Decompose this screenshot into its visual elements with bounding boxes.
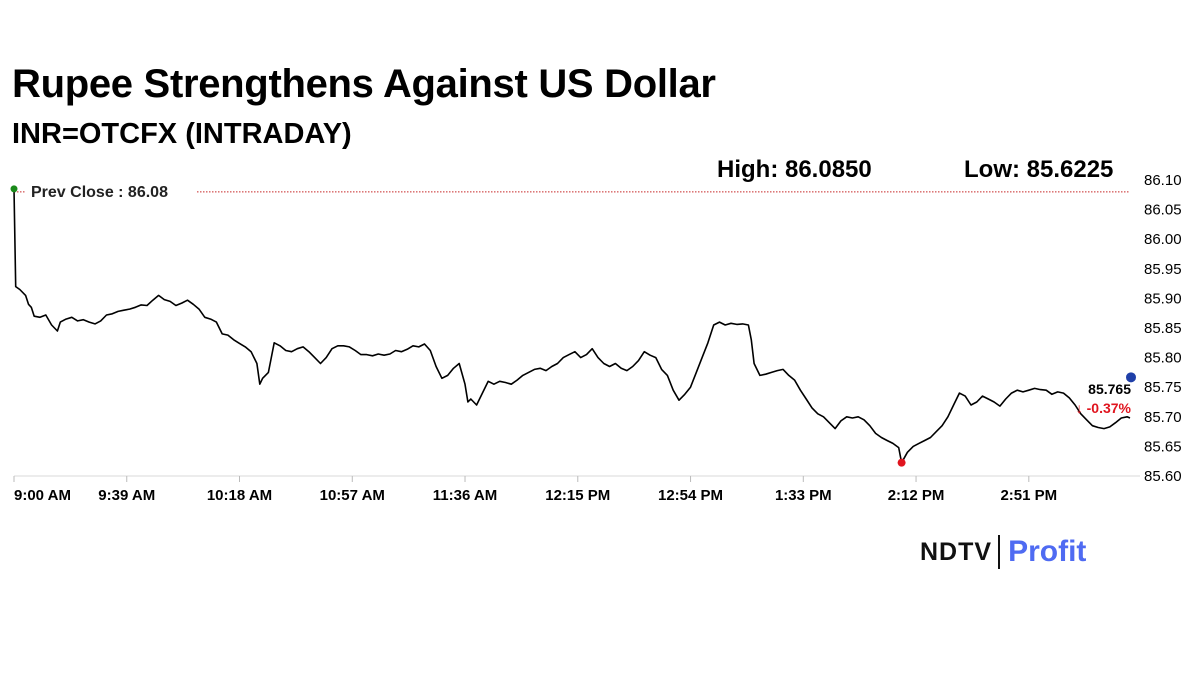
x-tick-label: 9:39 AM: [98, 487, 155, 504]
x-tick-label: 11:36 AM: [433, 487, 497, 504]
logo-divider: [998, 535, 1001, 569]
ndtv-profit-logo: NDTV Profit: [920, 532, 1086, 572]
chart-title: Rupee Strengthens Against US Dollar: [12, 62, 716, 106]
x-tick-label: 9:00 AM: [14, 487, 71, 504]
last-price-value: 85.765: [1088, 381, 1131, 397]
y-tick-label: 85.95: [1144, 261, 1182, 278]
chart-subtitle: INR=OTCFX (INTRADAY): [12, 118, 352, 150]
y-tick-label: 85.70: [1144, 409, 1182, 426]
prev-close-label: Prev Close : 86.08: [31, 184, 168, 201]
logo-product: Profit: [1008, 535, 1087, 568]
y-tick-label: 85.75: [1144, 379, 1182, 396]
last-price-change: ↓ -0.37%: [1076, 400, 1132, 416]
y-tick-label: 85.65: [1144, 438, 1182, 455]
open-marker: [10, 185, 18, 193]
y-tick-label: 86.00: [1144, 231, 1182, 248]
price-series-line: [13, 188, 1131, 464]
low-value: Low: 85.6225: [964, 156, 1114, 183]
x-tick-label: 2:12 PM: [888, 487, 945, 504]
x-tick-label: 2:51 PM: [1000, 487, 1057, 504]
x-tick-label: 12:54 PM: [658, 487, 723, 504]
high-value: High: 86.0850: [717, 156, 872, 183]
y-tick-label: 85.85: [1144, 320, 1182, 337]
y-tick-label: 85.80: [1144, 350, 1182, 367]
x-tick-label: 12:15 PM: [545, 487, 610, 504]
logo-brand: NDTV: [920, 537, 993, 566]
low-marker: [897, 458, 906, 467]
y-tick-label: 85.60: [1144, 468, 1182, 485]
y-tick-label: 85.90: [1144, 290, 1182, 307]
x-tick-label: 10:57 AM: [320, 487, 385, 504]
x-tick-label: 10:18 AM: [207, 487, 272, 504]
prev-close-label-bg: [26, 180, 196, 201]
last-price-marker: [1126, 372, 1136, 383]
y-tick-label: 86.05: [1144, 202, 1182, 219]
y-tick-label: 86.10: [1144, 172, 1182, 189]
x-tick-label: 1:33 PM: [775, 487, 832, 504]
